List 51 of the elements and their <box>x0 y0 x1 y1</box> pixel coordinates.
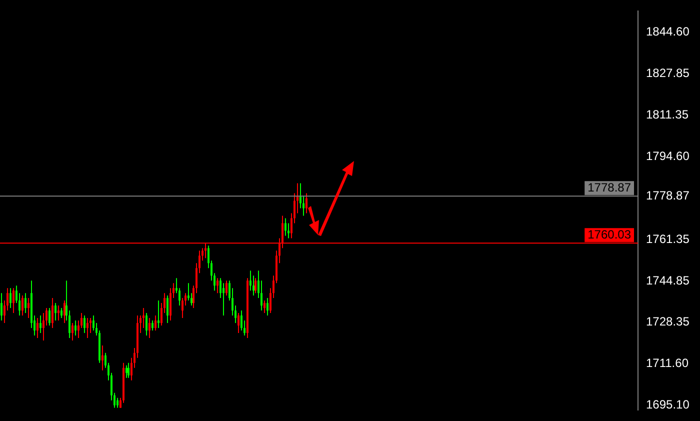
candlestick <box>58 305 60 321</box>
candlestick <box>222 282 224 316</box>
candlestick <box>48 308 50 326</box>
candlestick <box>24 292 26 314</box>
candlestick <box>84 315 86 334</box>
y-tick-label: 1778.87 <box>646 188 690 202</box>
candlestick <box>54 302 56 321</box>
candlestick <box>250 270 252 292</box>
candlestick <box>152 320 154 331</box>
candlestick <box>188 282 190 302</box>
candlestick <box>64 300 66 324</box>
candlestick <box>116 397 118 408</box>
y-tick-label: 1728.35 <box>646 314 690 328</box>
candlestick <box>128 362 130 378</box>
candlestick <box>126 364 128 378</box>
candlestick <box>74 320 76 336</box>
candlestick <box>264 300 266 314</box>
y-tick-label: 1761.35 <box>646 232 690 246</box>
candlestick <box>216 278 218 294</box>
candlestick <box>226 280 228 296</box>
candlestick <box>36 318 38 338</box>
candlestick <box>86 318 88 338</box>
y-tick-label: 1844.60 <box>646 24 690 38</box>
candlestick <box>102 344 104 371</box>
candlestick <box>158 300 160 328</box>
y-tick-label: 1827.85 <box>646 66 690 80</box>
y-tick-label: 1711.60 <box>646 356 689 370</box>
candlestick <box>148 318 150 338</box>
candlestick <box>40 315 42 334</box>
candlestick <box>0 292 2 321</box>
candlestick <box>60 308 62 319</box>
candlestick <box>146 312 148 336</box>
candlestick <box>306 192 308 214</box>
candlestick <box>10 288 12 309</box>
y-tick-label: 1744.85 <box>646 273 690 288</box>
ref-line-label: 1760.03 <box>588 227 632 242</box>
ref-line-label: 1778.87 <box>588 180 632 194</box>
y-tick-label: 1811.35 <box>646 107 689 122</box>
candlestick <box>28 298 30 319</box>
candlestick <box>22 295 24 316</box>
candlestick <box>72 322 74 341</box>
candlestick <box>166 295 168 324</box>
y-tick-label: 1695.10 <box>646 397 690 412</box>
candlestick <box>266 298 268 316</box>
candlestick <box>238 312 240 334</box>
candlestick <box>154 315 156 331</box>
candlestick <box>12 288 14 314</box>
candlestick <box>254 278 256 294</box>
y-tick-label: 1794.60 <box>646 149 690 164</box>
candlestick <box>284 218 286 236</box>
candlestick <box>52 298 54 328</box>
